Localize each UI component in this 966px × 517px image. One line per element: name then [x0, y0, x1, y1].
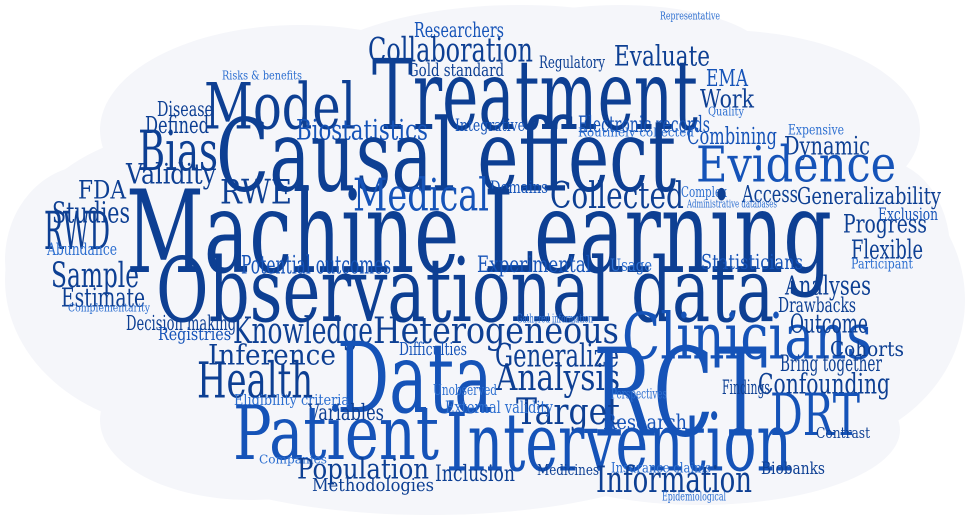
word-sample: Sample	[51, 254, 139, 295]
word-flexible: Flexible	[851, 234, 924, 266]
word-decision-making: Decision making	[126, 310, 237, 336]
word-quality: Quality	[708, 103, 745, 119]
word-variables: Variables	[308, 399, 385, 426]
word-inference: Inference	[208, 340, 336, 373]
word-combining: Combining	[687, 122, 777, 151]
word-studies: Studies	[52, 196, 131, 231]
word-risks-benefits: Risks & benefits	[222, 67, 302, 83]
word-evidence: Evidence	[696, 136, 897, 195]
word-generalizability: Generalizability	[797, 182, 942, 211]
word-potential-outcomes: Potential outcomes	[241, 250, 392, 281]
word-complementarity: Complementarity	[68, 301, 150, 315]
word-cohorts: Cohorts	[830, 336, 904, 362]
word-inclusion: Inclusion	[435, 460, 516, 487]
word-gold-standard: Gold standard	[408, 59, 505, 81]
word-treatment: Treatment	[372, 40, 698, 153]
word-work: Work	[700, 84, 754, 115]
word-integrative: Integrative	[455, 116, 526, 136]
word-bias: Bias	[138, 120, 219, 185]
word-population: Population	[297, 454, 430, 487]
word-epidemiological: Epidemiological	[662, 488, 727, 504]
word-target: Target	[516, 391, 620, 433]
word-machine-learning: Machine Learning	[126, 166, 832, 300]
word-analysis: Analysis	[496, 357, 621, 399]
word-participant: Participant	[851, 256, 914, 273]
word-access: Access	[742, 180, 798, 209]
word-experimental: Experimental	[477, 251, 591, 278]
word-complex: Complex	[681, 184, 727, 202]
word-defined: Defined	[145, 111, 210, 140]
word-bring-together: Bring together	[780, 350, 882, 377]
cloud-shape	[5, 5, 965, 515]
word-progress: Progress	[843, 209, 928, 240]
word-intervention: Intervention	[446, 395, 793, 490]
word-representative: Representative	[660, 9, 721, 23]
word-rwd: RWD	[44, 199, 111, 262]
word-domains: Domains	[490, 178, 548, 198]
word-administrative-databases: Administrative databases	[687, 197, 777, 211]
word-ema: EMA	[706, 64, 749, 93]
word-observational-data: Observational data	[156, 238, 775, 343]
word-usage: Usage	[610, 256, 653, 276]
word-medical: Medical	[353, 168, 490, 221]
word-data: Data	[337, 323, 493, 436]
word-biobanks: Biobanks	[761, 459, 825, 479]
word-statisticians: Statisticians	[701, 249, 804, 275]
word-dynamic: Dynamic	[784, 131, 871, 162]
word-difficulties: Difficulties	[399, 338, 468, 360]
word-routinely-collected: Routinely collected	[578, 124, 694, 140]
word-gathered-information: Gathered information	[517, 310, 594, 326]
word-external-validity: External validity	[445, 398, 553, 418]
word-abundance: Abundance	[47, 240, 118, 260]
word-drawbacks: Drawbacks	[778, 292, 856, 318]
word-outcome: Outcome	[790, 308, 869, 340]
word-eligibility-criteria: Eligibility criteria	[234, 392, 350, 410]
word-methodologies: Methodologies	[312, 474, 435, 496]
word-contrast: Contrast	[816, 425, 871, 443]
word-disease: Disease	[157, 96, 213, 122]
word-expensive: Expensive	[788, 122, 845, 139]
word-analyses: Analyses	[785, 270, 871, 302]
word-causal-effect: Causal effect	[216, 98, 677, 215]
word-biostatistics: Biostatistics	[296, 115, 428, 148]
word-research: Research	[603, 409, 687, 435]
word-collaboration: Collaboration	[368, 31, 533, 70]
word-perspectives: Perspectives	[611, 386, 668, 403]
word-clinicians: Clinicians	[622, 299, 873, 374]
word-companies: Companies	[259, 451, 328, 467]
word-model: Model	[204, 69, 357, 144]
word-regulatory: Regulatory	[539, 53, 606, 73]
word-findings: Findings	[722, 376, 771, 400]
word-exclusion: Exclusion	[878, 205, 939, 225]
word-confounding: Confounding	[758, 369, 890, 402]
word-collected: Collected	[550, 175, 684, 217]
word-drt: DRT	[770, 380, 861, 450]
word-medicines: Medicines	[537, 462, 599, 480]
word-estimate: Estimate	[61, 282, 146, 314]
word-generalize: Generalize	[495, 337, 620, 375]
word-researchers: Researchers	[414, 17, 504, 43]
word-fda: FDA	[78, 175, 126, 206]
word-registries: Registries	[158, 323, 232, 345]
word-health: Health	[197, 352, 314, 411]
word-heterogeneous: Heterogeneous	[373, 310, 619, 352]
word-information: Information	[596, 459, 752, 501]
word-insurance-claims: Insurance claims	[611, 460, 711, 477]
word-knowledge: Knowledge	[233, 310, 373, 352]
word-evaluate: Evaluate	[614, 41, 711, 74]
word-rct: RCT	[593, 321, 767, 465]
word-rwe: RWE	[220, 173, 293, 212]
word-electronic-records: Electronic records	[578, 111, 710, 138]
word-patient: Patient	[233, 390, 440, 478]
word-unobserved: Unobserved	[433, 382, 498, 400]
word-validity: Validity	[126, 159, 217, 192]
